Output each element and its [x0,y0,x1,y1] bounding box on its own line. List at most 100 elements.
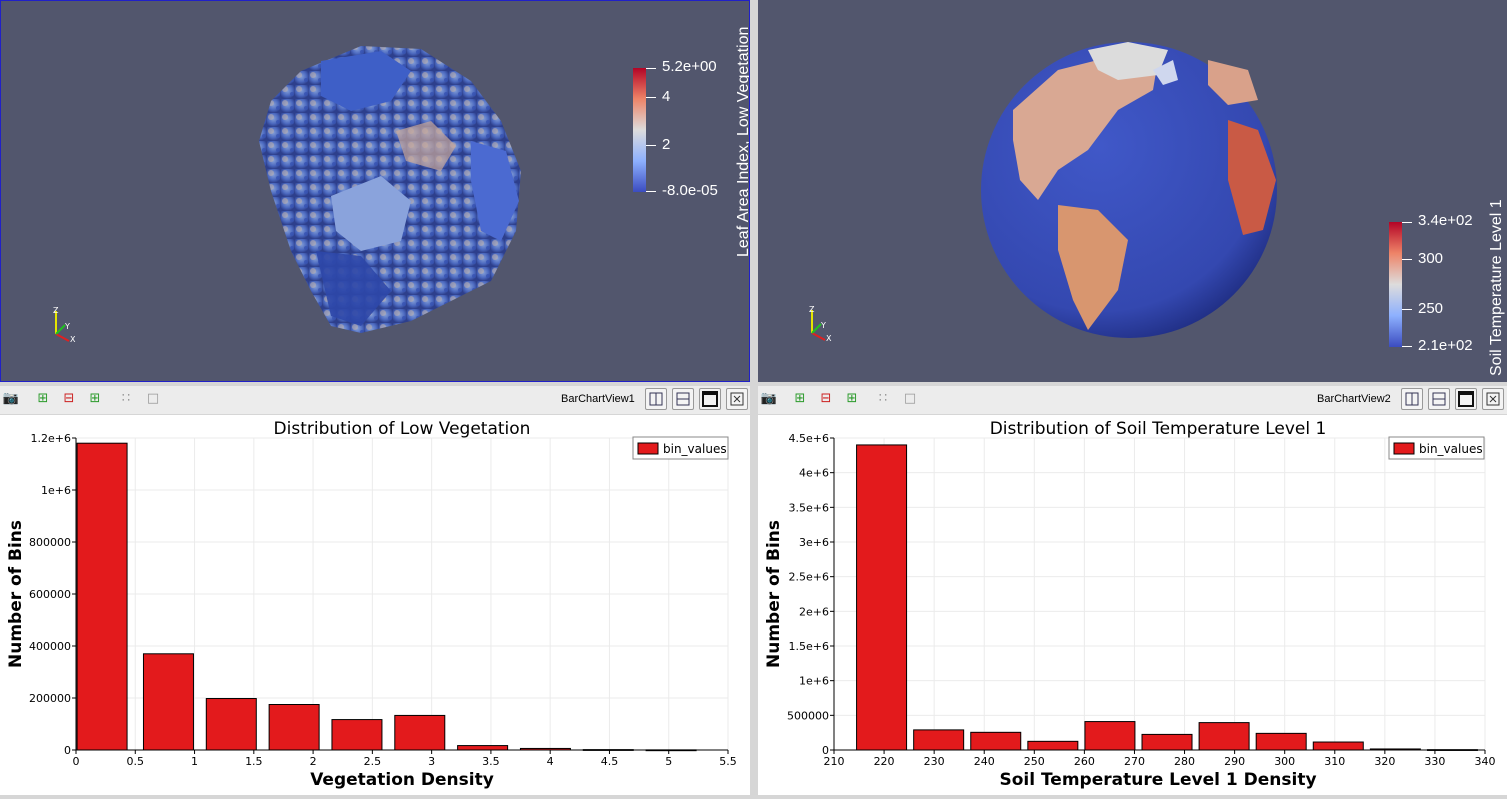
split-vertical-icon[interactable] [672,388,694,410]
chart-title: Distribution of Low Vegetation [274,419,531,439]
colorbar-right-tick-min: 2.1e+02 [1418,337,1473,354]
axis-y-label: Y [64,322,70,331]
colorbar-left-tick-4: 4 [662,88,671,105]
chart-legend: bin_values [1388,436,1485,460]
colorbar-left-tick-2: 2 [662,136,671,153]
colorbar-left [633,68,646,192]
x-tick-label: 320 [1374,755,1395,768]
bar [1027,740,1079,751]
reset-zoom-icon[interactable]: ⊞ [89,391,101,406]
bar [1141,733,1193,751]
bar [1198,722,1250,751]
colorbar-right-tick-max: 3.4e+02 [1418,212,1473,229]
bar [1084,721,1136,751]
bar [1312,741,1364,751]
legend-swatch [1393,442,1415,455]
colorbar-right-tick-250: 250 [1418,300,1444,317]
x-tick-label: 210 [824,755,845,768]
x-tick-label: 260 [1074,755,1095,768]
close-icon[interactable] [1482,388,1504,410]
colorbar-right-tick-300: 300 [1418,250,1444,267]
y-tick-label: 1e+6 [41,484,71,497]
axis-x-label: X [826,334,832,343]
select-points-icon[interactable]: ∷ [121,391,131,406]
bar [856,444,908,751]
camera-icon[interactable]: 📷 [760,391,778,406]
chart-toolbar-left: 📷 ⊞ ⊟ ⊞ ∷ □ BarChartView1 [0,386,750,414]
zoom-out-icon[interactable]: ⊟ [820,391,832,406]
close-icon[interactable] [726,388,748,410]
x-tick-label: 340 [1475,755,1496,768]
orientation-axes-left: Z Y X [53,306,76,344]
reset-zoom-icon[interactable]: ⊞ [846,391,858,406]
colorbar-left-tick-max: 5.2e+00 [662,58,717,75]
y-tick-label: 800000 [29,536,71,549]
render-view-right[interactable]: Z Y X 3.4e+02 300 250 2.1e+02 Soil Tempe… [758,0,1507,382]
bar-chart-left-svg: 0 0.5 1 1.5 2 2.5 3 3.5 4 4.5 5 5.5 0 200000 400000 600… [6,419,737,790]
y-tick-label: 2e+6 [799,605,829,618]
x-tick-label: 3 [428,755,435,768]
y-tick-label: 2.5e+6 [789,571,829,584]
x-tick-label: 300 [1274,755,1295,768]
x-tick-label: 240 [974,755,995,768]
chart-title: Distribution of Soil Temperature Level 1 [990,419,1327,439]
x-axis-label: Soil Temperature Level 1 Density [999,770,1316,790]
zoom-in-icon[interactable]: ⊞ [794,391,806,406]
x-tick-label: 220 [874,755,895,768]
axis-x-label: X [70,335,76,344]
select-rect-icon[interactable]: □ [146,391,160,406]
x-tick-label: 5 [665,755,672,768]
view-name-right: BarChartView2 [1317,393,1391,405]
camera-icon[interactable]: 📷 [2,391,20,406]
y-axis-label: Number of Bins [6,520,26,668]
x-tick-label: 310 [1324,755,1345,768]
y-tick-label: 4e+6 [799,467,829,480]
chart-toolbar-right: 📷 ⊞ ⊟ ⊞ ∷ □ BarChartView2 [758,386,1507,414]
bar [142,653,194,751]
bar [268,704,320,751]
legend-label: bin_values [663,442,727,456]
view-name-left: BarChartView1 [561,393,635,405]
x-tick-label: 1 [191,755,198,768]
y-axis-label: Number of Bins [764,520,784,668]
y-tick-label: 0 [64,744,71,757]
x-tick-label: 270 [1124,755,1145,768]
bar [76,442,128,751]
orientation-axes-right: Z Y X [809,305,832,343]
axis-z-label: Z [53,306,59,315]
x-tick-label: 230 [924,755,945,768]
maximize-icon[interactable] [1455,388,1477,410]
x-tick-label: 0.5 [127,755,145,768]
colorbar-right [1389,222,1402,347]
zoom-in-icon[interactable]: ⊞ [37,391,49,406]
x-tick-label: 5.5 [719,755,737,768]
y-tick-label: 1.2e+6 [31,432,71,445]
y-tick-label: 3.5e+6 [789,501,829,514]
y-tick-label: 500000 [787,709,829,722]
select-points-icon[interactable]: ∷ [878,391,888,406]
y-tick-label: 1.5e+6 [789,640,829,653]
bar-chart-right[interactable]: 210 220 230 240 250 260 270 280 290 300 310 320 330 3… [758,415,1507,795]
split-horizontal-icon[interactable] [1401,388,1423,410]
select-rect-icon[interactable]: □ [903,391,917,406]
render-view-left[interactable]: Z Y X 5.2e+00 4 2 -8.0e-05 Leaf Area Ind… [0,0,750,382]
split-vertical-icon[interactable] [1428,388,1450,410]
bar [457,745,509,751]
zoom-out-icon[interactable]: ⊟ [63,391,75,406]
chart-legend: bin_values [632,436,729,460]
bar [970,731,1022,751]
x-tick-label: 290 [1224,755,1245,768]
globe-vegetation: Z Y X [53,46,521,344]
axis-z-label: Z [809,305,815,314]
bar-chart-left[interactable]: 0 0.5 1 1.5 2 2.5 3 3.5 4 4.5 5 5.5 0 200000 400000 600… [0,415,750,795]
y-tick-label: 200000 [29,692,71,705]
x-tick-label: 330 [1424,755,1445,768]
bar [331,719,383,751]
x-tick-label: 4.5 [601,755,619,768]
x-tick-label: 250 [1024,755,1045,768]
maximize-icon[interactable] [699,388,721,410]
colorbar-left-tick-min: -8.0e-05 [662,182,718,199]
colorbar-right-title: Soil Temperature Level 1 [1488,199,1505,376]
split-horizontal-icon[interactable] [645,388,667,410]
y-tick-label: 4.5e+6 [789,432,829,445]
